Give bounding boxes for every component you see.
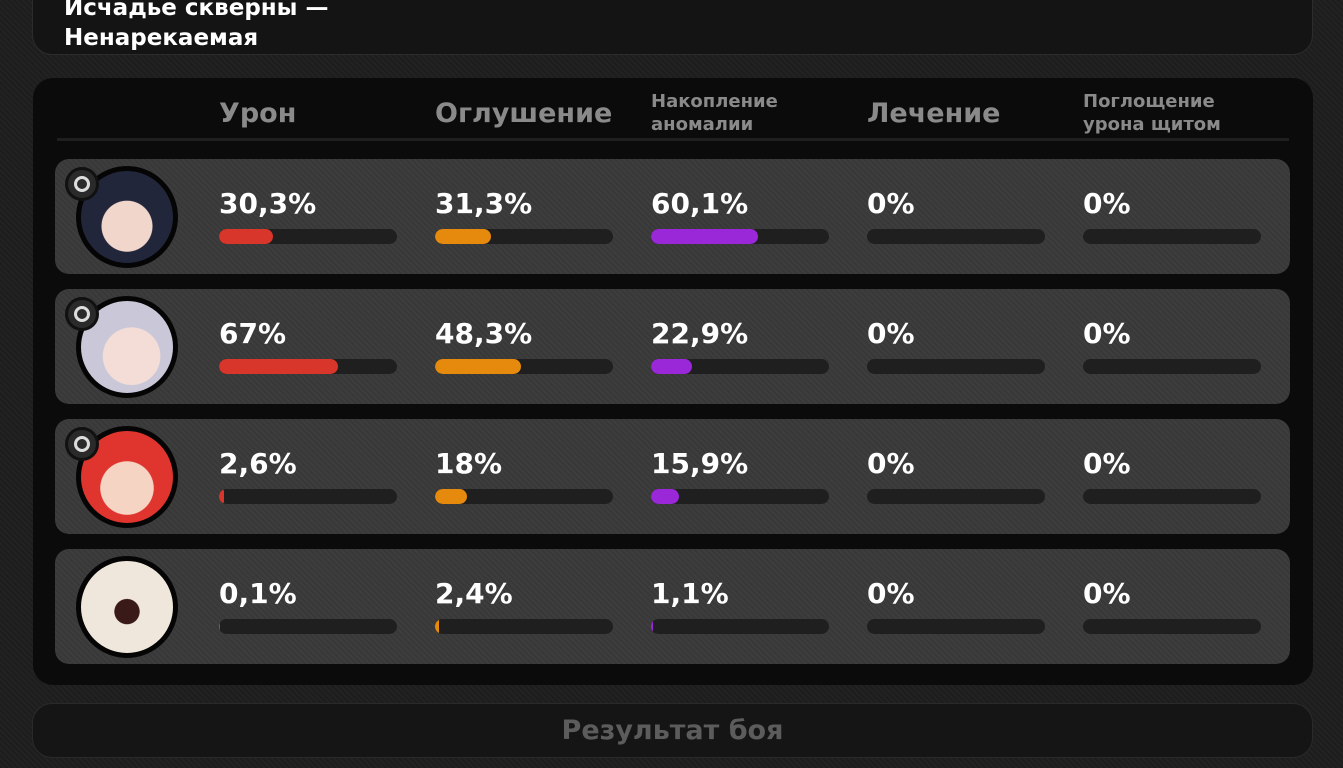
stat-bar — [435, 229, 491, 244]
stat-bar — [435, 359, 521, 374]
stat-bar-track — [1083, 229, 1261, 244]
stat-bar — [219, 229, 273, 244]
stat-value: 60,1% — [651, 187, 749, 220]
stat-bar — [435, 619, 440, 634]
column-header: Накопление аномалии — [651, 91, 778, 135]
column-header: Урон — [219, 98, 297, 129]
stat-value: 67% — [219, 317, 287, 350]
column-header: Лечение — [867, 98, 1001, 129]
stat-value: 48,3% — [435, 317, 533, 350]
stat-value: 18% — [435, 447, 503, 480]
player-row — [55, 419, 1290, 534]
stat-bar-track — [651, 359, 829, 374]
stat-bar-track — [435, 489, 613, 504]
stat-bar-track — [1083, 359, 1261, 374]
stat-bar-track — [435, 229, 613, 244]
title-line: Исчадье скверны — — [64, 0, 329, 21]
stat-bar — [651, 489, 680, 504]
title-panel — [32, 0, 1313, 55]
stat-bar-track — [867, 229, 1045, 244]
stat-bar — [435, 489, 468, 504]
stat-bar-track — [435, 359, 613, 374]
stat-value: 0% — [1083, 577, 1131, 610]
column-header: Оглушение — [435, 98, 613, 129]
player-row — [55, 289, 1290, 404]
stat-value: 15,9% — [651, 447, 749, 480]
stat-bar — [651, 229, 758, 244]
stat-bar-track — [651, 489, 829, 504]
avatar — [76, 556, 178, 658]
player-row — [55, 159, 1290, 274]
result-button[interactable]: Результат боя — [32, 703, 1313, 758]
role-icon — [65, 427, 99, 461]
stat-bar-track — [219, 229, 397, 244]
stat-bar-track — [867, 619, 1045, 634]
stat-bar-track — [867, 489, 1045, 504]
stat-value: 0% — [867, 577, 915, 610]
stat-bar — [651, 359, 692, 374]
stat-bar-track — [219, 619, 397, 634]
stat-bar-track — [435, 619, 613, 634]
stat-bar — [651, 619, 653, 634]
stat-bar — [219, 489, 224, 504]
player-row — [55, 549, 1290, 664]
stat-value: 2,6% — [219, 447, 297, 480]
stat-value: 22,9% — [651, 317, 749, 350]
divider — [57, 138, 1289, 141]
stat-bar-track — [867, 359, 1045, 374]
stat-bar-track — [651, 619, 829, 634]
stat-value: 0% — [1083, 317, 1131, 350]
stat-value: 0% — [867, 317, 915, 350]
column-header: Поглощение урона щитом — [1083, 91, 1221, 135]
stat-value: 0% — [1083, 187, 1131, 220]
role-icon — [65, 167, 99, 201]
stat-value: 0% — [1083, 447, 1131, 480]
stat-value: 30,3% — [219, 187, 317, 220]
stat-value: 31,3% — [435, 187, 533, 220]
stat-value: 0,1% — [219, 577, 297, 610]
stat-bar-track — [1083, 489, 1261, 504]
stat-value: 0% — [867, 447, 915, 480]
stat-value: 0% — [867, 187, 915, 220]
stat-bar-track — [1083, 619, 1261, 634]
stat-bar-track — [651, 229, 829, 244]
stat-bar-track — [219, 359, 397, 374]
title-line: Ненарекаемая — [64, 25, 259, 51]
role-icon — [65, 297, 99, 331]
stat-value: 1,1% — [651, 577, 729, 610]
stat-bar — [219, 359, 339, 374]
stat-bar-track — [219, 489, 397, 504]
stat-value: 2,4% — [435, 577, 513, 610]
